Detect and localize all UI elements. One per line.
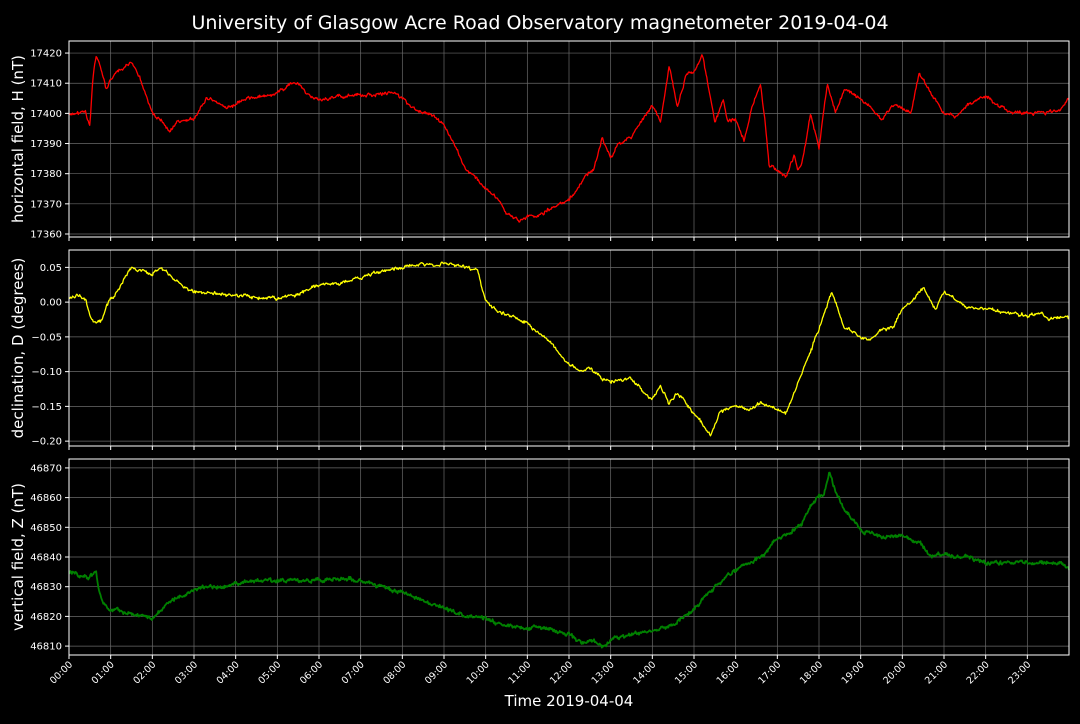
y-axis-label-d: declination, D (degrees) [9,258,27,439]
y-tick-label: 17420 [30,49,62,60]
y-tick-label: 46860 [30,493,62,504]
y-tick-label: 17370 [30,199,62,210]
axes-frame [68,458,1070,656]
y-axis-label-z: vertical field, Z (nT) [9,483,27,631]
y-tick-label: 46830 [30,582,62,593]
y-tick-label: 17380 [30,169,62,180]
x-axis-label: Time 2019-04-04 [504,692,634,710]
y-tick-label: 46870 [30,463,62,474]
y-tick-label: 17400 [30,109,62,120]
y-tick-label: 46840 [30,553,62,564]
axes-frame [68,40,1070,238]
y-tick-label: 46820 [30,612,62,623]
y-tick-label: 17390 [30,139,62,150]
y-tick-label: 46810 [30,642,62,653]
panel-h: 17360 17370 17380 17390 17400 17410 17420horiz… [9,40,1070,241]
y-tick-label: 46850 [30,523,62,534]
y-axis-label-h: horizontal field, H (nT) [9,55,27,223]
series-line-h [68,54,1070,223]
y-tick-label: 0.00 [40,298,62,309]
y-tick-label: 0.05 [40,263,62,274]
y-tick-label: 17410 [30,79,62,90]
chart-title: University of Glasgow Acre Road Observat… [191,12,888,34]
y-tick-label: −0.10 [31,367,62,378]
series-line-d [68,261,1070,437]
y-tick-label: 17360 [30,229,62,240]
panel-z: 46810 46820 46830 46840 46850 46860 46870verti… [9,458,1070,659]
panel-d: −0.20 −0.15 −0.10 −0.05 0.00 0.05 declination,… [9,249,1070,450]
y-tick-label: −0.15 [31,402,62,413]
axes-frame [68,249,1070,447]
series-line-z [68,471,1070,649]
y-tick-label: −0.05 [31,332,62,343]
y-tick-label: −0.20 [31,437,62,448]
